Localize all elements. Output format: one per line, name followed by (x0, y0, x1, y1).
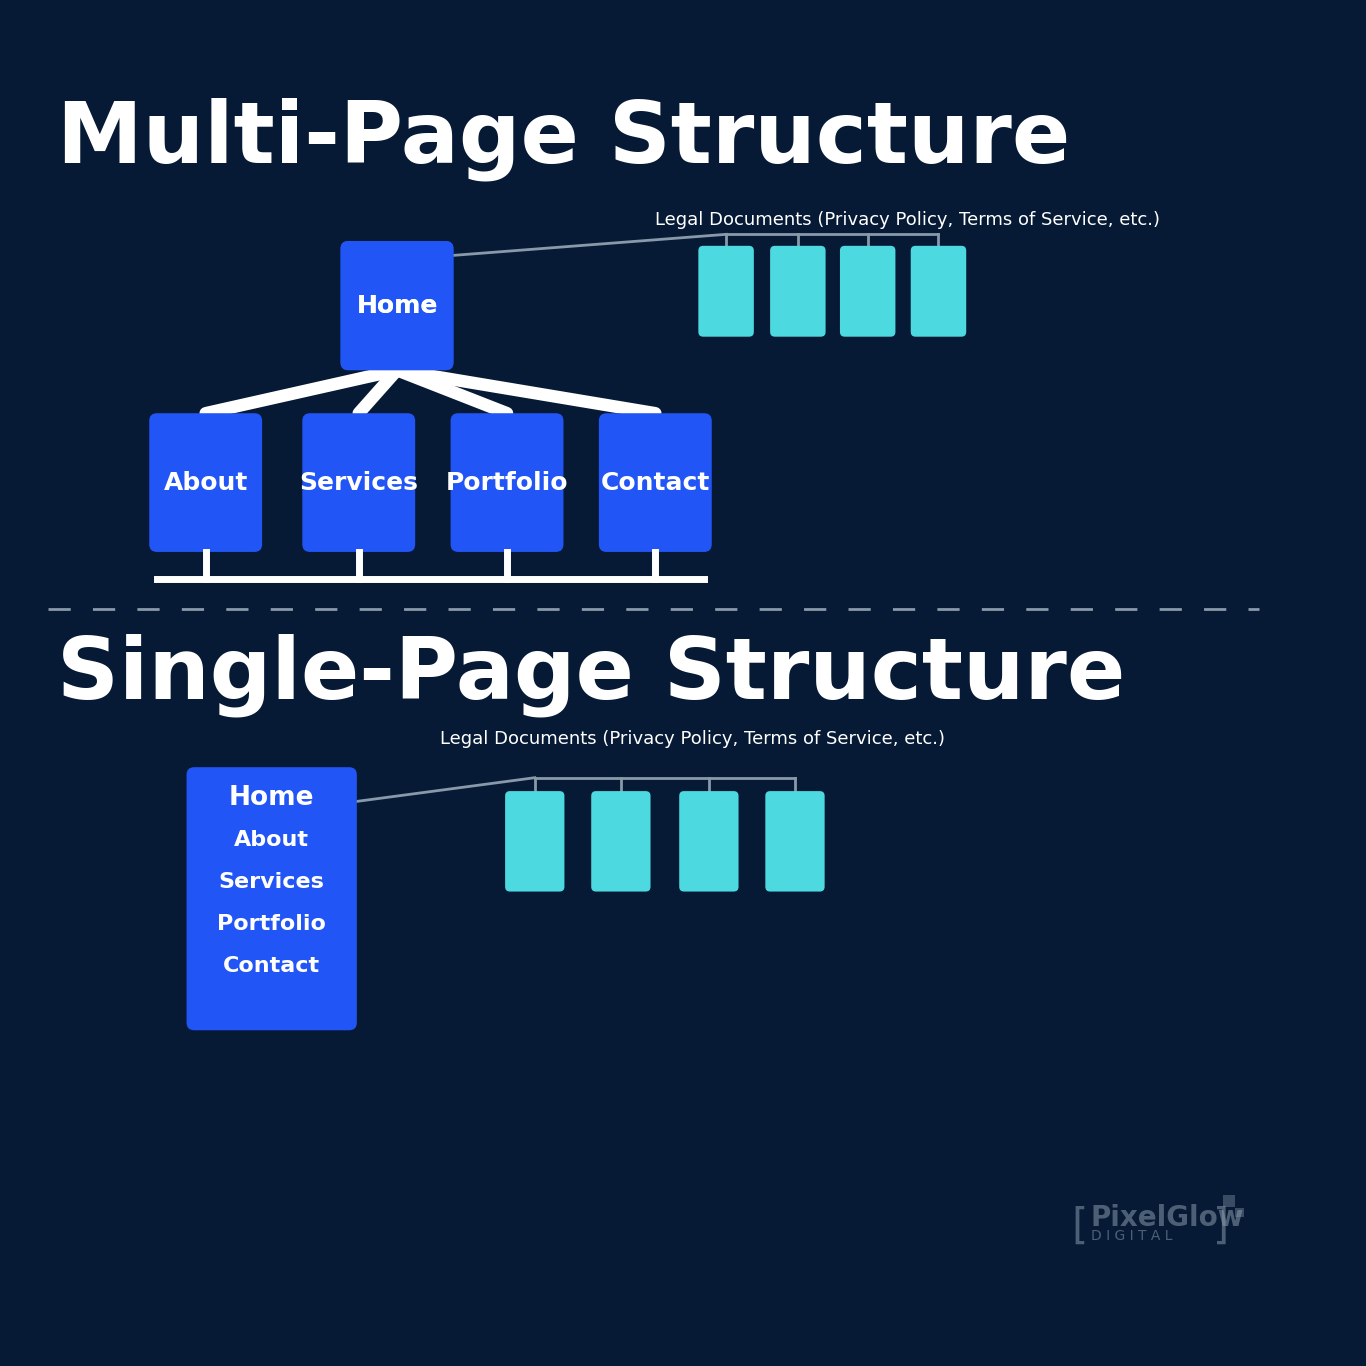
Text: ]: ] (1213, 1205, 1229, 1247)
FancyBboxPatch shape (340, 240, 454, 370)
FancyBboxPatch shape (187, 768, 357, 1030)
Text: PixelGlow: PixelGlow (1090, 1203, 1244, 1232)
FancyBboxPatch shape (149, 414, 262, 552)
FancyBboxPatch shape (451, 414, 563, 552)
FancyBboxPatch shape (591, 791, 650, 892)
Text: Single-Page Structure: Single-Page Structure (57, 634, 1126, 717)
Text: Services: Services (219, 872, 325, 892)
FancyBboxPatch shape (679, 791, 739, 892)
Text: Portfolio: Portfolio (445, 470, 568, 494)
Text: About: About (164, 470, 247, 494)
FancyBboxPatch shape (340, 240, 454, 370)
FancyBboxPatch shape (302, 414, 415, 552)
FancyBboxPatch shape (765, 791, 825, 892)
Text: Home: Home (357, 294, 437, 318)
FancyBboxPatch shape (911, 246, 966, 336)
FancyBboxPatch shape (505, 791, 564, 892)
FancyBboxPatch shape (598, 414, 712, 552)
Text: Home: Home (229, 785, 314, 811)
FancyBboxPatch shape (770, 246, 825, 336)
Text: About: About (234, 831, 309, 850)
Text: D I G I T A L: D I G I T A L (1090, 1229, 1172, 1243)
Text: Legal Documents (Privacy Policy, Terms of Service, etc.): Legal Documents (Privacy Policy, Terms o… (656, 210, 1160, 228)
Text: Portfolio: Portfolio (217, 914, 326, 934)
Text: [: [ (1071, 1205, 1087, 1247)
Text: Services: Services (299, 470, 418, 494)
Text: Multi-Page Structure: Multi-Page Structure (57, 97, 1071, 182)
Text: Home: Home (357, 294, 437, 318)
Text: Contact: Contact (601, 470, 710, 494)
Bar (1235, 1208, 1243, 1217)
Text: Legal Documents (Privacy Policy, Terms of Service, etc.): Legal Documents (Privacy Policy, Terms o… (440, 729, 945, 749)
Text: Contact: Contact (223, 956, 320, 977)
FancyBboxPatch shape (698, 246, 754, 336)
Bar (1223, 1195, 1235, 1208)
FancyBboxPatch shape (840, 246, 896, 336)
